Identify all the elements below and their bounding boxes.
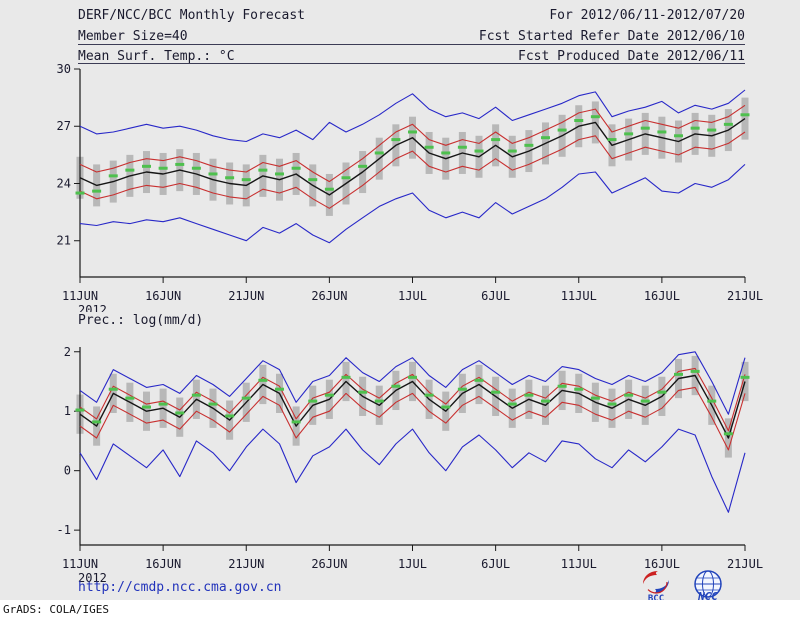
header-row-1: DERF/NCC/BCC Monthly Forecast For 2012/0… <box>78 8 745 23</box>
svg-text:30: 30 <box>57 64 71 76</box>
svg-text:0: 0 <box>64 464 71 478</box>
series-envelope-max <box>79 89 746 143</box>
series-envelope-max <box>79 351 746 415</box>
header-divider-2 <box>78 63 745 64</box>
svg-text:21JUL: 21JUL <box>727 289 763 303</box>
refer-date-label: Fcst Started Refer Date 2012/06/10 <box>478 29 745 44</box>
series-ensemble-mean <box>79 374 746 439</box>
svg-text:2: 2 <box>64 345 71 359</box>
svg-text:6JUL: 6JUL <box>481 289 510 303</box>
axes: 21 24 27 30 11JUN 16JUN 21JUN 26JUN 1JUL 6JUL 11JU… <box>57 64 764 312</box>
series-lower-bound <box>79 386 746 451</box>
series-envelope-min <box>79 163 746 244</box>
grads-credit-text: GrADS: COLA/IGES <box>3 602 109 616</box>
member-size-label: Member Size=40 <box>78 29 188 44</box>
svg-text:16JUL: 16JUL <box>644 289 680 303</box>
bcc-logo-label: BCC <box>648 594 664 603</box>
axes: -1 0 1 2 11JUN 16JUN 21JUN 26JUN 1JUL 6JUL 11JUL 16… <box>57 345 764 584</box>
svg-text:11JUN: 11JUN <box>62 289 98 303</box>
precip-chart-title: Prec.: log(mm/d) <box>78 313 204 328</box>
temperature-chart: 21 24 27 30 11JUN 16JUN 21JUN 26JUN 1JUL 6JUL 11JU… <box>57 64 764 312</box>
header-row-2: Member Size=40 Fcst Started Refer Date 2… <box>78 29 745 44</box>
header-row-3: Mean Surf. Temp.: °C Fcst Produced Date … <box>78 49 745 64</box>
svg-text:-1: -1 <box>57 523 71 537</box>
svg-text:11JUL: 11JUL <box>561 557 597 571</box>
svg-text:6JUL: 6JUL <box>481 557 510 571</box>
series-highlight-dashes <box>75 113 750 195</box>
svg-text:21JUL: 21JUL <box>727 557 763 571</box>
series-ensemble-mean <box>79 118 746 196</box>
series-ensemble-spread <box>76 97 749 216</box>
cmdp-url-link[interactable]: http://cmdp.ncc.cma.gov.cn <box>78 580 282 595</box>
series-envelope-min <box>79 428 746 513</box>
svg-text:1JUL: 1JUL <box>398 557 427 571</box>
svg-text:16JUL: 16JUL <box>644 557 680 571</box>
svg-text:24: 24 <box>57 176 71 190</box>
precipitation-chart: -1 0 1 2 11JUN 16JUN 21JUN 26JUN 1JUL 6JUL 11JUL 16… <box>57 345 764 584</box>
svg-text:11JUL: 11JUL <box>561 289 597 303</box>
svg-text:26JUN: 26JUN <box>311 289 347 303</box>
ncc-logo-label: NCC <box>697 590 718 603</box>
svg-text:1: 1 <box>64 404 71 418</box>
svg-text:16JUN: 16JUN <box>145 289 181 303</box>
series-upper-bound <box>79 104 746 183</box>
bcc-logo-icon: BCC <box>636 569 678 607</box>
svg-text:11JUN: 11JUN <box>62 557 98 571</box>
svg-text:27: 27 <box>57 119 71 133</box>
series-ensemble-spread <box>76 355 749 458</box>
svg-text:26JUN: 26JUN <box>311 557 347 571</box>
ncc-logo-icon: NCC <box>686 569 730 609</box>
series-lower-bound <box>79 131 746 209</box>
svg-text:2012: 2012 <box>78 571 107 584</box>
svg-text:21: 21 <box>57 234 71 248</box>
svg-text:16JUN: 16JUN <box>145 557 181 571</box>
variable-label: Mean Surf. Temp.: °C <box>78 49 235 64</box>
grads-credit-bar: GrADS: COLA/IGES <box>0 600 800 618</box>
header-divider-1 <box>78 44 745 45</box>
series-upper-bound <box>79 367 746 432</box>
series-highlight-dashes <box>75 369 750 436</box>
forecast-period: For 2012/06/11-2012/07/20 <box>549 8 745 23</box>
svg-text:2012: 2012 <box>78 303 107 312</box>
produced-date-label: Fcst Produced Date 2012/06/11 <box>518 49 745 64</box>
svg-text:1JUL: 1JUL <box>398 289 427 303</box>
page-title: DERF/NCC/BCC Monthly Forecast <box>78 8 305 23</box>
svg-text:21JUN: 21JUN <box>228 289 264 303</box>
svg-text:21JUN: 21JUN <box>228 557 264 571</box>
